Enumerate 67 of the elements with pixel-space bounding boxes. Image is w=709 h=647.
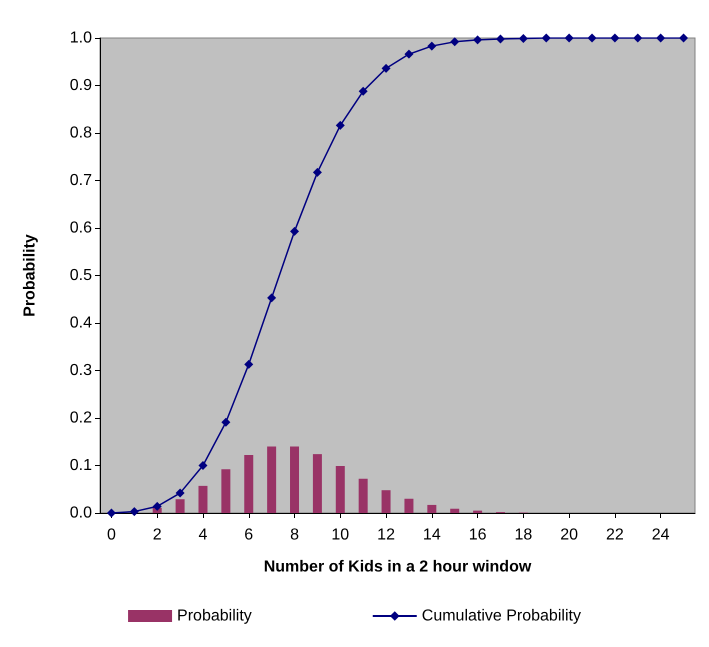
y-tick-label: 0.4 [70, 314, 92, 332]
point [427, 42, 436, 51]
point [382, 64, 391, 73]
point [656, 34, 666, 42]
point [473, 35, 482, 44]
bar [198, 486, 208, 513]
point [542, 34, 551, 42]
point [176, 488, 185, 498]
legend-label: Probability [177, 608, 252, 624]
point [152, 502, 162, 511]
y-tick-label: 0.8 [70, 124, 92, 142]
point [496, 34, 505, 44]
y-tick-label: 0.1 [70, 457, 92, 474]
point [290, 226, 300, 236]
x-tick-label: 8 [290, 526, 300, 544]
point [518, 34, 528, 43]
bar [176, 499, 185, 513]
point [564, 34, 574, 42]
y-tick-label: 0.5 [70, 267, 92, 284]
y-tick-label: 0.3 [70, 362, 92, 379]
point [633, 34, 642, 42]
point [130, 507, 139, 516]
x-tick-label: 18 [514, 526, 532, 544]
x-tick-label: 4 [198, 526, 208, 544]
point [404, 50, 414, 59]
x-tick-label: 22 [606, 526, 624, 544]
bar [382, 490, 391, 513]
y-tick-label: 0.6 [70, 220, 92, 236]
point [679, 34, 688, 42]
y-tick-label: 0.9 [70, 77, 92, 94]
x-tick-label: 6 [244, 526, 254, 544]
bar [336, 466, 345, 513]
point [221, 418, 230, 427]
point [450, 37, 460, 46]
bar [427, 504, 436, 513]
point [358, 86, 368, 96]
point [244, 360, 254, 369]
x-tick-label: 16 [468, 526, 487, 544]
x-tick-label: 24 [652, 526, 670, 544]
y-tick-label: 0.0 [70, 504, 92, 522]
bar [450, 508, 460, 513]
x-tick-label: 12 [377, 526, 396, 544]
x-tick-label: 20 [560, 526, 578, 544]
y-tick-label: 1.0 [70, 30, 92, 46]
legend-label: Cumulative Probability [422, 608, 581, 624]
point [106, 508, 116, 518]
x-axis-title: Number of Kids in a 2 hour window [264, 558, 532, 576]
bar [244, 455, 254, 513]
x-tick-label: 14 [422, 526, 441, 544]
point [198, 461, 208, 470]
bar [221, 469, 230, 513]
bar [404, 498, 414, 513]
x-tick-label: 2 [152, 526, 162, 544]
bar [267, 446, 276, 513]
point [312, 168, 322, 177]
bar [358, 478, 368, 513]
y-tick-label: 0.7 [70, 172, 92, 189]
bar [290, 446, 300, 513]
x-tick-label: 0 [106, 526, 116, 544]
bar [312, 454, 322, 513]
point [267, 293, 276, 302]
y-axis-title: Probability [22, 234, 38, 317]
point [610, 34, 620, 42]
point [588, 34, 597, 42]
y-tick-label: 0.2 [70, 410, 92, 426]
point [336, 120, 345, 130]
x-tick-label: 10 [331, 526, 350, 544]
